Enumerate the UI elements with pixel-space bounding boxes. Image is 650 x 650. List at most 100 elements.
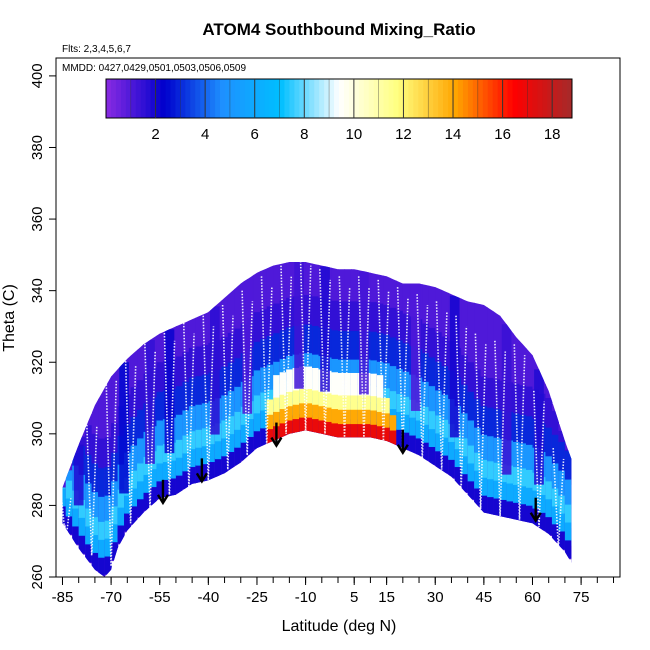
curtain-cell [62,487,67,489]
moist-core-cell [286,405,294,421]
curtain-cell [111,541,119,561]
colorbar-swatch [269,79,276,118]
curtain-cell [260,366,268,393]
moist-core-cell [292,418,300,434]
x-tick-label: 15 [378,589,395,606]
curtain-cell [182,452,190,472]
curtain-cell [130,387,138,417]
curtain-cell [551,505,560,525]
curtain-cell [396,410,404,430]
moist-core-cell [376,425,384,441]
curtain-cell [506,500,514,520]
curtain-cell [137,480,145,500]
colorbar-swatch [512,79,518,118]
curtain-cell [169,477,177,497]
curtain-cell [571,526,572,546]
curtain-cell [402,413,410,433]
curtain-cell [62,505,67,525]
curtain-cell [441,418,449,438]
x-tick-label: -55 [149,589,171,606]
curtain-cell [124,494,132,514]
colorbar-swatch [522,79,528,118]
moist-core-cell [370,395,378,411]
curtain-cell [98,467,106,497]
curtain-cell [454,430,462,450]
colorbar-swatch [215,79,221,118]
arrow-markers [156,422,542,523]
curtain-cell [402,370,410,397]
curtain-cell [65,479,73,499]
colorbar-swatch [507,79,514,118]
curtain-cell [188,405,196,432]
moist-core-cell [318,390,326,407]
x-tick-label: -85 [52,589,74,606]
colorbar-swatch [294,79,300,118]
moist-core-cell [279,422,287,438]
curtain-cell [519,467,527,487]
moist-core-cell [344,408,352,425]
colorbar-swatch [334,79,340,118]
colorbar-swatch [259,79,266,118]
colorbar-swatch [229,79,236,118]
curtain-cell [441,454,449,474]
curtain-cell [188,466,196,485]
curtain-cell [558,530,566,550]
curtain-cell [175,385,184,415]
curtain-cell [234,357,242,387]
curtain-cell [331,357,339,385]
curtain-cell [175,438,184,458]
curtain-cell [493,436,501,463]
curtain-cell [428,428,436,447]
curtain-cell [428,356,436,387]
curtain-cell [253,430,261,450]
curtain-cell [513,483,521,503]
curtain-cell [188,430,196,450]
curtain-cell [526,386,534,417]
colorbar-swatch [457,79,464,118]
colorbar-swatch [532,79,538,118]
curtain-cell [182,352,190,382]
curtain-cell [467,362,475,392]
moist-core-cell [318,419,326,435]
curtain-cell [286,326,294,357]
dates-note: MMDD: 0427,0429,0501,0503,0506,0509 [62,63,246,74]
y-axis-label: Theta (C) [1,284,18,352]
flight-profiles [59,254,565,567]
curtain-cell [526,504,534,524]
colorbar-swatch [324,79,330,118]
curtain-cell [286,355,294,382]
curtain-cell [370,302,378,332]
moist-core-cell [357,394,365,410]
moist-core-cell [363,423,372,439]
colorbar-swatch [378,79,385,118]
colorbar-swatch [448,79,454,118]
curtain-cell [156,362,164,392]
curtain-cell [428,385,436,412]
curtain-cell [545,498,553,518]
curtain-cell [545,480,553,500]
y-tick-label: 340 [29,278,46,303]
curtain-cell [240,423,248,443]
curtain-column [294,262,304,389]
moist-core-cell [286,369,294,392]
colorbar-swatch [264,79,271,118]
colorbar-swatch [175,79,181,118]
x-tick-label: -40 [198,589,220,606]
moist-core-cell [299,402,307,418]
curtain-cell [65,470,73,481]
colorbar-swatch [190,79,196,118]
arrow-head [195,472,208,484]
curtain-cell [558,512,566,532]
chart-title: ATOM4 Southbound Mixing_Ratio [202,20,475,39]
colorbar-swatch [210,79,216,118]
curtain-field [62,262,572,577]
curtain-cell [331,329,339,359]
curtain-cell [448,458,456,478]
colorbar-tick-label: 2 [151,126,159,143]
moist-core-cell [376,410,384,427]
curtain-cell [273,360,281,387]
curtain-column [449,295,460,438]
colorbar-swatch [353,79,360,118]
curtain-cell [480,433,488,460]
